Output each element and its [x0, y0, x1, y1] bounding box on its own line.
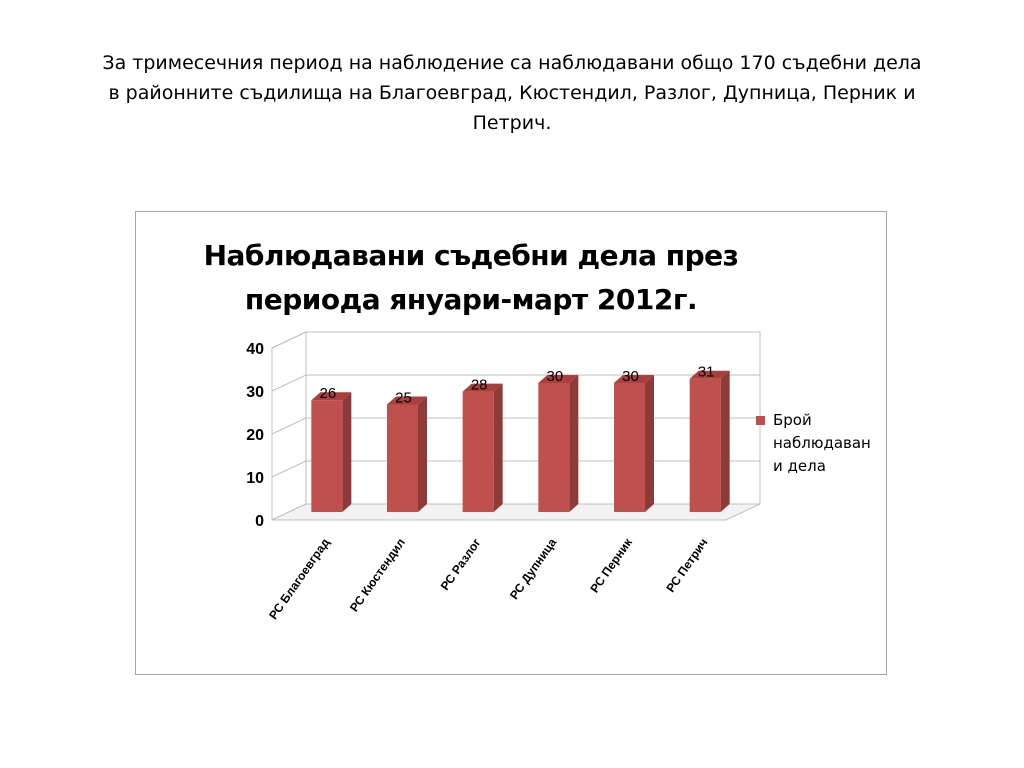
- bar-0: [311, 392, 352, 512]
- chart-title: Наблюдавани съдебни дела през периода ян…: [136, 234, 806, 322]
- chart-frame: Наблюдавани съдебни дела през периода ян…: [135, 211, 887, 675]
- bar-side-4: [645, 375, 654, 512]
- y-tick-label-0: 0: [255, 513, 264, 530]
- legend-label: Брой наблюдаван и дела: [773, 409, 885, 478]
- intro-text: За тримесечния период на наблюдение са н…: [40, 48, 984, 138]
- data-label-2: 28: [471, 377, 488, 394]
- bar-front-3: [538, 383, 570, 512]
- data-label-3: 30: [546, 368, 563, 385]
- x-tick-label-5: РС Петрич: [663, 536, 710, 595]
- bar-front-5: [689, 378, 721, 512]
- x-tick-label-1: РС Кюстендил: [347, 536, 408, 615]
- data-label-1: 25: [395, 390, 412, 407]
- gridline-3: [271, 374, 760, 392]
- gridline-1: [271, 460, 760, 478]
- bar-front-2: [462, 391, 494, 512]
- bar-side-5: [720, 370, 730, 512]
- bar-chart: 0 10 20 30 40 26 25 28 30 30 31 РС Благоевград РС Кю…: [246, 331, 761, 622]
- chart-title-line-1: Наблюдавани съдебни дела през: [203, 239, 739, 272]
- intro-line-2: в районните съдилища на Благоевград, Кюс…: [108, 82, 916, 104]
- y-tick-label-1: 10: [246, 470, 264, 487]
- x-tick-label-2: РС Разлог: [438, 536, 484, 593]
- x-tick-label-0: РС Благоевград: [266, 535, 332, 622]
- bar-front-4: [614, 383, 645, 512]
- bar-top-4: [614, 375, 654, 383]
- bar-5: [689, 370, 730, 512]
- bar-2: [462, 383, 503, 512]
- gridline-4: [271, 331, 760, 349]
- data-label-0: 26: [319, 385, 336, 402]
- intro-line-3: Петрич.: [472, 112, 552, 134]
- bar-top-1: [387, 396, 427, 405]
- legend-label-line-2: наблюдаван: [773, 434, 871, 452]
- bar-side-0: [342, 392, 352, 512]
- bar-side-2: [493, 383, 503, 512]
- y-tick-label-2: 20: [246, 427, 264, 444]
- bar-front-1: [387, 404, 418, 512]
- chart-title-line-2: периода януари-март 2012г.: [244, 283, 698, 316]
- legend-label-line-3: и дела: [773, 457, 826, 475]
- x-tick-label-3: РС Дупница: [507, 535, 559, 602]
- bar-top-0: [311, 392, 352, 401]
- bar-top-3: [538, 375, 579, 383]
- legend-label-line-1: Брой: [773, 411, 812, 429]
- data-label-4: 30: [622, 368, 639, 385]
- bar-1: [387, 396, 427, 512]
- bar-4: [614, 375, 654, 512]
- bar-top-5: [689, 370, 730, 379]
- intro-line-1: За тримесечния период на наблюдение са н…: [102, 52, 922, 74]
- x-tick-label-4: РС Перник: [587, 535, 635, 595]
- y-tick-label-3: 30: [246, 384, 264, 401]
- bar-side-1: [418, 396, 427, 512]
- y-tick-label-4: 40: [246, 341, 264, 358]
- bar-side-3: [569, 375, 579, 512]
- bar-3: [538, 375, 579, 512]
- data-label-5: 31: [698, 364, 715, 381]
- bar-top-2: [462, 383, 503, 392]
- legend-swatch: [756, 416, 765, 425]
- gridline-2: [271, 417, 760, 435]
- bar-front-0: [311, 400, 343, 512]
